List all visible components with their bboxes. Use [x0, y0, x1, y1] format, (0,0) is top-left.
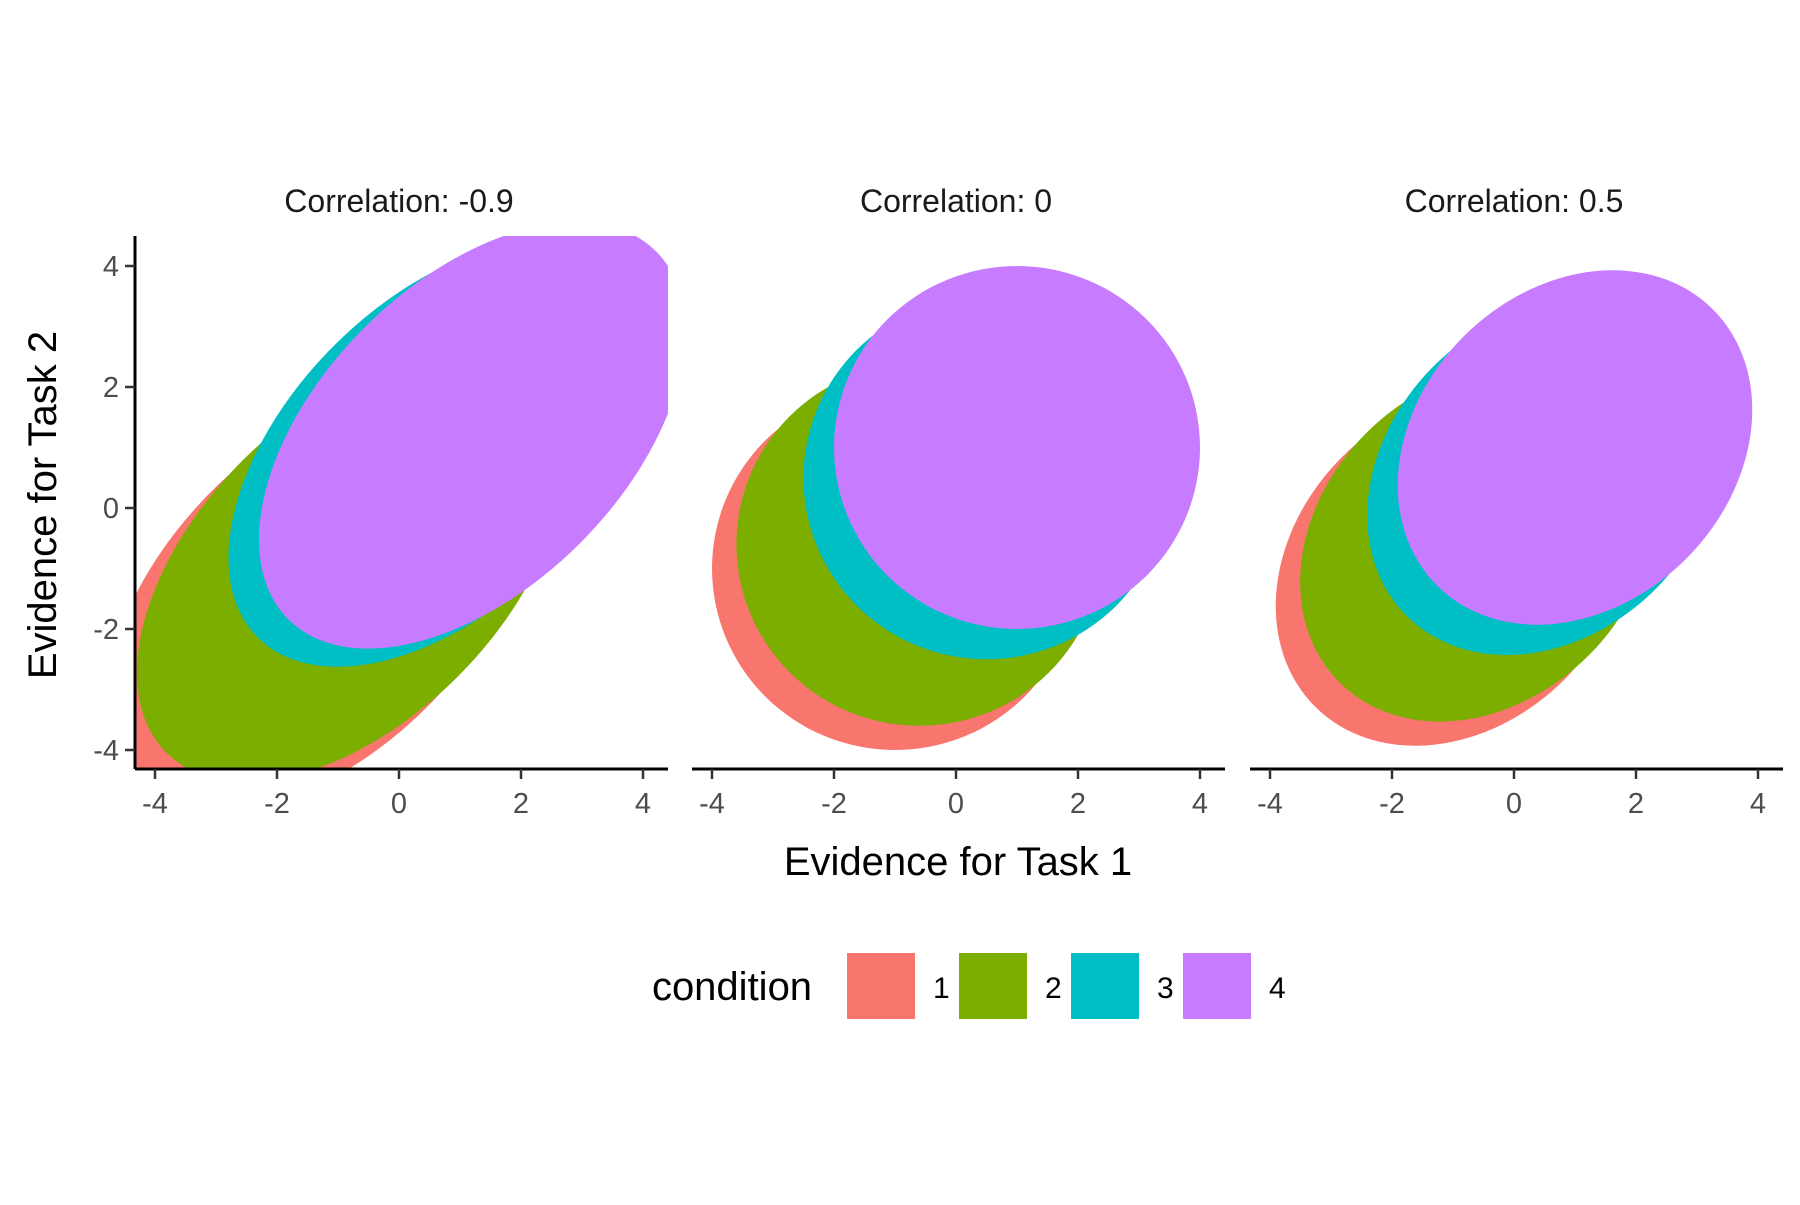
facet-title: Correlation: 0 — [860, 183, 1052, 219]
x-tick-label: 2 — [1628, 788, 1644, 820]
x-tick-label: 0 — [391, 788, 407, 820]
ellipse-group — [712, 266, 1200, 750]
panels-layer: Correlation: -0.9-4 -2 0 2 4-4-2024Correlati… — [93, 183, 1783, 820]
legend-items: 1 2 3 4 — [847, 953, 1286, 1019]
legend: condition 1 2 3 4 — [652, 953, 1286, 1019]
x-tick-label: -2 — [264, 788, 290, 820]
legend-item-2: 2 — [959, 953, 1062, 1019]
x-tick-label: 0 — [948, 788, 964, 820]
y-tick-label: -2 — [93, 614, 119, 646]
panel-3: Correlation: 0.5 -4 -2 0 2 4 — [1250, 183, 1783, 820]
x-tick-label: 2 — [513, 788, 529, 820]
x-tick-label: 0 — [1506, 788, 1522, 820]
x-tick-label: -4 — [142, 788, 168, 820]
x-tick-label: -2 — [1379, 788, 1405, 820]
ellipse-condition-4 — [834, 266, 1200, 629]
y-tick-label: 0 — [103, 493, 119, 525]
y-axis-title: Evidence for Task 2 — [21, 331, 65, 679]
legend-key — [847, 953, 915, 1019]
legend-label: 3 — [1157, 972, 1174, 1005]
legend-label: 4 — [1269, 972, 1286, 1005]
x-tick-label: -4 — [1257, 788, 1283, 820]
x-tick-label: -4 — [699, 788, 725, 820]
legend-title: condition — [652, 965, 812, 1009]
legend-item-4: 4 — [1183, 953, 1286, 1019]
x-tick-label: -2 — [821, 788, 847, 820]
y-tick-label: 4 — [103, 251, 119, 283]
legend-item-3: 3 — [1071, 953, 1174, 1019]
x-tick-label: 4 — [1192, 788, 1208, 820]
y-tick-label: -4 — [93, 735, 119, 767]
legend-item-1: 1 — [847, 953, 950, 1019]
y-tick-label: 2 — [103, 372, 119, 404]
legend-key — [1183, 953, 1251, 1019]
x-axis-title: Evidence for Task 1 — [784, 840, 1132, 884]
ellipse-condition-4 — [258, 236, 668, 649]
ellipse-group — [1275, 270, 1753, 746]
facet-title: Correlation: -0.9 — [284, 183, 513, 219]
legend-key — [1071, 953, 1139, 1019]
ellipse-condition-4 — [1397, 270, 1753, 625]
facet-title: Correlation: 0.5 — [1405, 183, 1624, 219]
x-tick-label: 4 — [635, 788, 651, 820]
legend-label: 1 — [933, 972, 950, 1005]
panel-2: Correlation: 0 -4 -2 0 2 4 — [692, 183, 1225, 820]
x-tick-label: 4 — [1750, 788, 1766, 820]
ellipse-group — [135, 236, 668, 769]
legend-label: 2 — [1045, 972, 1062, 1005]
x-tick-label: 2 — [1070, 788, 1086, 820]
legend-key — [959, 953, 1027, 1019]
panel-1: Correlation: -0.9 -4 -2 0 2 4 -4 -2 0 2 4 — [93, 183, 668, 820]
